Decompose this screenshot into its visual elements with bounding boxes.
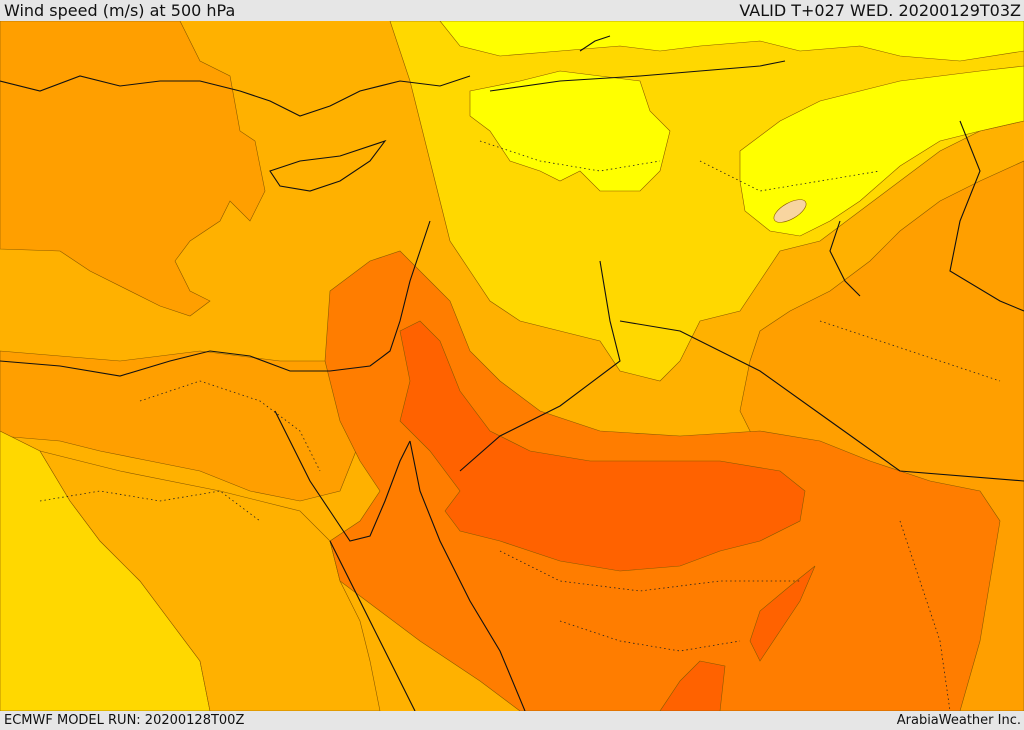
band-1-top: [439, 21, 1024, 62]
coastlines: [0, 35, 1024, 711]
light-patch: [773, 199, 807, 223]
band-6-core: [399, 320, 806, 572]
model-run: ECMWF MODEL RUN: 20200128T00Z: [4, 713, 245, 728]
credit-text: ArabiaWeather Inc.: [896, 713, 1021, 728]
band-1-northeast: [739, 65, 1024, 237]
map-title: Wind speed (m/s) at 500 hPa: [4, 1, 236, 20]
footer-bar: ECMWF MODEL RUN: 20200128T00Z ArabiaWeat…: [0, 711, 1024, 729]
band-1-north: [469, 70, 671, 192]
band-4-west: [0, 21, 266, 317]
header-bar: Wind speed (m/s) at 500 hPa VALID T+027 …: [0, 0, 1024, 21]
internal-boundaries: [39, 140, 1001, 711]
band-6-southeast: [749, 565, 816, 662]
wind-speed-map: [0, 21, 1024, 711]
band-3-egypt: [39, 450, 381, 711]
valid-time: VALID T+027 WED. 20200129T03Z: [739, 1, 1021, 20]
band-4-sw: [0, 350, 361, 502]
band-6-south: [659, 660, 726, 711]
